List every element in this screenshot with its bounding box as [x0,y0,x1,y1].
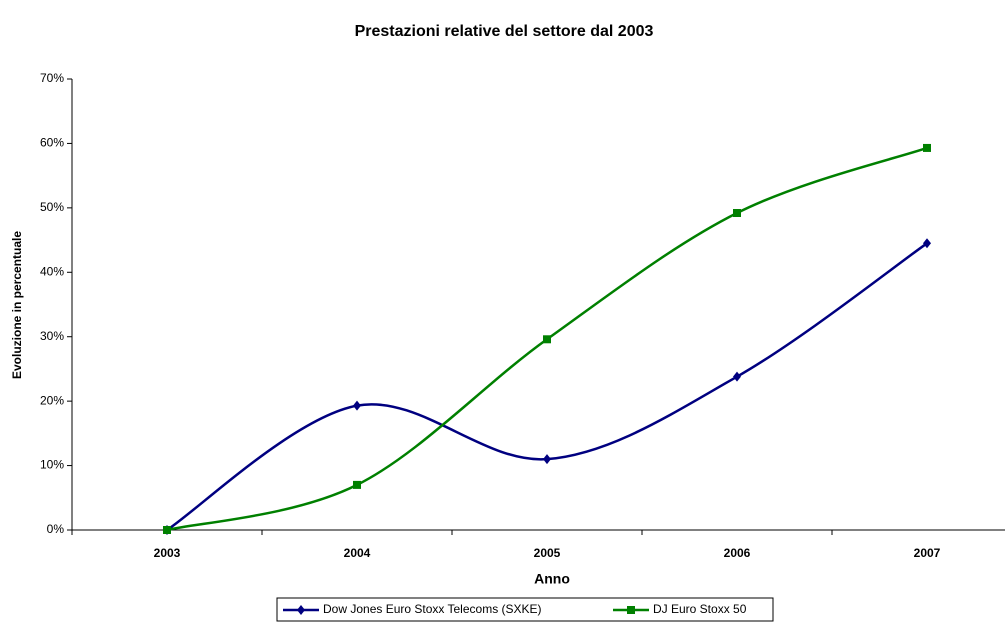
y-tick-label: 50% [40,200,64,214]
marker [297,605,305,615]
marker [627,606,635,614]
legend-label: DJ Euro Stoxx 50 [653,602,747,616]
y-tick-label: 70% [40,71,64,85]
x-tick-label: 2007 [914,546,941,560]
legend-label: Dow Jones Euro Stoxx Telecoms (SXKE) [323,602,542,616]
y-axis-title: Evoluzione in percentuale [10,231,24,379]
marker [353,400,361,411]
marker [923,238,931,249]
x-tick-label: 2004 [344,546,371,560]
x-tick-label: 2003 [154,546,181,560]
y-tick-label: 60% [40,136,64,150]
marker [923,143,931,152]
marker [543,335,551,344]
marker [733,371,741,382]
series-line [166,242,928,532]
marker [543,454,551,465]
x-axis-title: Anno [534,571,570,587]
x-tick-label: 2005 [534,546,561,560]
legend-box [276,597,774,622]
y-tick-label: 0% [47,522,65,536]
y-tick-label: 40% [40,264,64,278]
chart-title: Prestazioni relative del settore dal 200… [355,23,654,40]
marker [353,480,361,489]
marker [163,526,171,534]
y-tick-label: 20% [40,393,64,407]
y-tick-label: 10% [40,458,64,472]
y-tick-label: 30% [40,329,64,343]
x-tick-label: 2006 [724,546,751,560]
marker [733,209,741,218]
